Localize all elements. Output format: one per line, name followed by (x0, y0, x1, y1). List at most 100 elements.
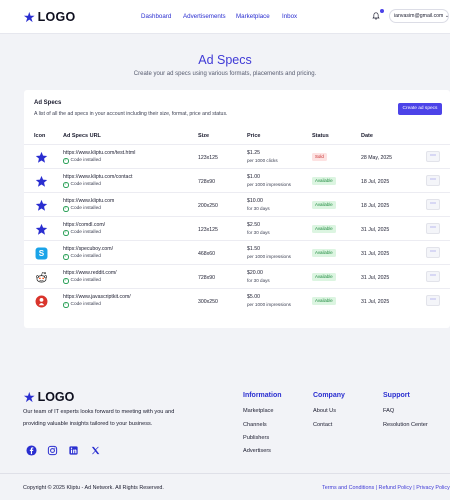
col-header-icon: Icon (34, 133, 46, 139)
skype-s-icon: S (34, 246, 48, 260)
user-menu[interactable]: ianvasim@gmail.com ⌄ (389, 9, 449, 23)
footer-logo-text: LOGO (37, 390, 75, 404)
privacy-policy-link[interactable]: Privacy Policy (416, 485, 450, 491)
row-actions-button[interactable]: ⋯ (426, 223, 440, 234)
ad-specs-card: Ad Specs A list of all the ad specs in y… (24, 90, 450, 328)
table-row: https://www.reddit.com/ ✓ Code installed … (24, 264, 450, 288)
footer-link-about-us[interactable]: About Us (313, 408, 337, 414)
copyright-text: Copyright © 2025 Kliptu - Ad Network. Al… (23, 485, 164, 491)
page-subtitle: Create your ad specs using various forma… (133, 71, 317, 77)
x-icon[interactable] (90, 445, 101, 456)
footer-link-marketplace[interactable]: Marketplace (243, 408, 274, 414)
nav-dashboard[interactable]: Dashboard (141, 13, 172, 20)
table-row: https://www.kliptu.com ✓ Code installed 2… (24, 192, 450, 216)
footer-divider (0, 473, 450, 474)
terms-link[interactable]: Terms and Conditions (322, 485, 375, 491)
ad-url-link[interactable]: https://www.kliptu.com/contact (63, 174, 133, 180)
card-title: Ad Specs (34, 100, 62, 106)
page-title: Ad Specs (198, 53, 252, 67)
footer-link-contact[interactable]: Contact (313, 422, 333, 428)
check-circle-icon: ✓ (63, 253, 69, 260)
table-row: S https://specuboy.com/ ✓ Code installed … (24, 240, 450, 264)
brand-logo[interactable]: ★ LOGO (23, 10, 76, 24)
ad-size: 728x90 (198, 179, 216, 185)
footer-logo[interactable]: ★ LOGO (23, 390, 74, 404)
separator: | (411, 485, 417, 491)
bell-icon[interactable] (372, 12, 380, 20)
footer-link-channels[interactable]: Channels (243, 422, 267, 428)
footer-link-faq[interactable]: FAQ (383, 408, 395, 414)
row-actions-button[interactable]: ⋯ (426, 295, 440, 306)
col-header-price: Price (247, 133, 261, 139)
price-period: per 1000 impressions (247, 182, 291, 187)
check-circle-icon: ✓ (63, 157, 69, 164)
col-header-size: Size (198, 133, 210, 139)
col-header-url: Ad Specs URL (63, 133, 101, 139)
facebook-icon[interactable] (26, 445, 37, 456)
refund-policy-link[interactable]: Refund Policy (378, 485, 412, 491)
nav-inbox[interactable]: Inbox (282, 13, 298, 20)
status-badge: Sold (312, 153, 327, 161)
row-actions-button[interactable]: ⋯ (426, 175, 440, 186)
svg-text:S: S (38, 249, 44, 258)
footer-heading-support: Support (383, 392, 410, 399)
instagram-icon[interactable] (47, 445, 58, 456)
ad-size: 123x125 (198, 227, 218, 233)
create-ad-specs-button[interactable]: Create ad specs (398, 103, 442, 115)
ad-size: 200x250 (198, 203, 218, 209)
ad-url-link[interactable]: https://www.kliptu.com (63, 198, 115, 204)
ad-url-link[interactable]: https://comdl.com/ (63, 222, 106, 228)
footer-link-advertisers[interactable]: Advertisers (243, 448, 271, 454)
status-badge: Available (312, 225, 336, 233)
ad-price: $5.00 (247, 294, 260, 300)
footer-description: providing valuable insights tailored to … (23, 421, 153, 427)
check-circle-icon: ✓ (63, 301, 69, 308)
check-circle-icon: ✓ (63, 181, 69, 188)
code-installed-status: ✓ Code installed (63, 157, 101, 164)
col-header-date: Date (361, 133, 373, 139)
code-installed-status: ✓ Code installed (63, 277, 101, 284)
ad-url-link[interactable]: https://www.javascriptkit.com/ (63, 294, 131, 300)
nav-advertisements[interactable]: Advertisements (183, 13, 226, 20)
ad-date: 18 Jul, 2025 (361, 203, 390, 209)
notification-dot (380, 9, 384, 13)
code-installed-status: ✓ Code installed (63, 229, 101, 236)
footer-link-resolution-center[interactable]: Resolution Center (383, 422, 428, 428)
price-period: per 1000 impressions (247, 302, 291, 307)
price-period: for 30 days (247, 278, 270, 283)
ad-url-link[interactable]: https://specuboy.com/ (63, 246, 114, 252)
ad-date: 31 Jul, 2025 (361, 299, 390, 305)
ad-url-link[interactable]: https://www.reddit.com/ (63, 270, 117, 276)
ad-price: $20.00 (247, 270, 263, 276)
row-actions-button[interactable]: ⋯ (426, 151, 440, 162)
reddit-alien-icon (34, 270, 48, 284)
ad-url-link[interactable]: https://www.kliptu.com/test.html (63, 150, 136, 156)
price-period: per 1000 clicks (247, 158, 278, 163)
check-circle-icon: ✓ (63, 205, 69, 212)
footer-link-publishers[interactable]: Publishers (243, 435, 270, 441)
ad-date: 31 Jul, 2025 (361, 251, 390, 257)
legal-links: Terms and Conditions | Refund Policy | P… (322, 485, 450, 491)
separator: | (374, 485, 379, 491)
row-actions-button[interactable]: ⋯ (426, 247, 440, 258)
nav-marketplace[interactable]: Marketplace (236, 13, 270, 20)
linkedin-icon[interactable] (68, 445, 79, 456)
footer (0, 370, 450, 500)
table-row: https://www.kliptu.com/test.html ✓ Code i… (24, 144, 450, 168)
ad-size: 728x90 (198, 275, 216, 281)
table-row: https://www.kliptu.com/contact ✓ Code ins… (24, 168, 450, 192)
row-actions-button[interactable]: ⋯ (426, 199, 440, 210)
code-installed-status: ✓ Code installed (63, 253, 101, 260)
footer-heading-company: Company (313, 392, 345, 399)
price-period: for 30 days (247, 206, 270, 211)
ad-price: $1.25 (247, 150, 260, 156)
price-period: for 30 days (247, 230, 270, 235)
row-actions-button[interactable]: ⋯ (426, 271, 440, 282)
code-installed-status: ✓ Code installed (63, 181, 101, 188)
table-row: https://www.javascriptkit.com/ ✓ Code ins… (24, 288, 450, 312)
status-badge: Available (312, 297, 336, 305)
blue-star-icon (34, 150, 48, 164)
status-badge: Available (312, 201, 336, 209)
footer-description: Our team of IT experts looks forward to … (23, 409, 175, 415)
ad-date: 18 Jul, 2025 (361, 179, 390, 185)
